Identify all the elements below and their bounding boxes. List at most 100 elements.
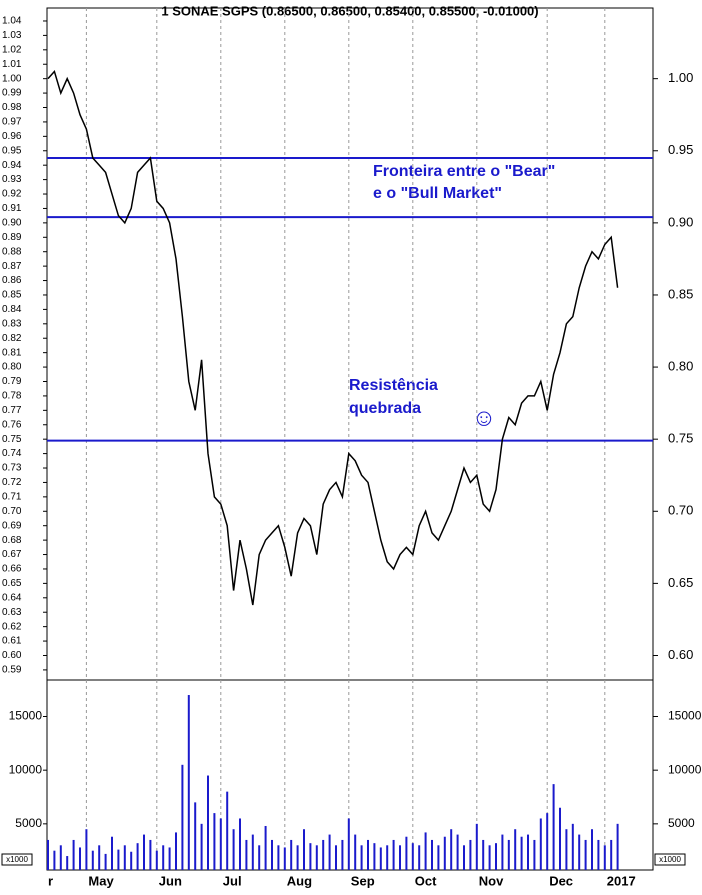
volume-bar: [264, 825, 267, 870]
volume-bar: [463, 845, 465, 870]
y-tick-label: 0.61: [2, 636, 22, 647]
volume-bar: [424, 832, 427, 870]
volume-bar: [379, 847, 382, 870]
y-tick-label: 0.78: [2, 391, 22, 402]
x-tick-label: 2017: [607, 873, 636, 888]
volume-bar: [527, 834, 529, 870]
volume-bar: [603, 845, 606, 870]
volume-bar: [341, 839, 344, 870]
volume-tick-label: 10000: [9, 762, 43, 776]
volume-bar: [117, 849, 120, 870]
y-tick-label: 0.72: [2, 477, 22, 488]
y-tick-label: 0.86: [2, 275, 22, 286]
y-tick-label: 1.00: [2, 73, 22, 84]
volume-bar: [59, 845, 62, 870]
volume-bar: [79, 847, 81, 870]
volume-bar: [591, 829, 593, 870]
volume-bar: [136, 843, 139, 870]
volume-bar: [72, 839, 75, 870]
volume-bar: [443, 836, 446, 870]
y2-tick-label: 0.95: [668, 142, 693, 157]
volume-bar: [405, 836, 408, 870]
volume-bar: [482, 839, 485, 870]
volume-bar: [181, 764, 184, 870]
volume-bar: [347, 818, 350, 870]
y-tick-label: 0.81: [2, 347, 22, 358]
annotation: e o "Bull Market": [373, 185, 502, 202]
volume-bar: [411, 843, 414, 870]
y-tick-label: 0.68: [2, 535, 22, 546]
y-tick-label: 0.99: [2, 88, 22, 99]
y-tick-label: 1.02: [2, 44, 22, 55]
volume-bar: [213, 813, 216, 870]
volume-bar: [66, 856, 69, 870]
volume-bar: [283, 847, 286, 870]
y-tick-label: 0.76: [2, 419, 22, 430]
volume-bar: [495, 843, 497, 870]
unit-box: [654, 853, 686, 866]
volume-bar: [175, 832, 177, 870]
volume-bar: [533, 839, 536, 870]
volume-bar: [271, 839, 273, 870]
volume-bar: [437, 845, 440, 870]
x-tick-label: r: [48, 873, 53, 888]
y-tick-label: 0.79: [2, 376, 22, 387]
volume-bar: [501, 834, 504, 870]
volume-tick-label: 15000: [668, 709, 702, 723]
volume-bar: [584, 839, 587, 870]
y-tick-label: 1.01: [2, 59, 22, 70]
volume-bar: [123, 845, 126, 870]
y-tick-label: 1.04: [2, 16, 22, 27]
x-tick-label: Jun: [159, 873, 182, 888]
x-tick-label: Jul: [223, 873, 242, 888]
volume-bar: [469, 839, 472, 870]
volume-bar: [610, 839, 613, 870]
volume-bar: [488, 845, 491, 870]
volume-bar: [162, 845, 165, 870]
y-tick-label: 0.80: [2, 362, 22, 373]
y-tick-label: 0.70: [2, 506, 22, 517]
volume-bar: [168, 847, 171, 870]
y-tick-label: 0.82: [2, 333, 22, 344]
volume-bar: [277, 845, 280, 870]
volume-bar: [239, 818, 241, 870]
volume-bar: [431, 839, 433, 870]
volume-bar: [328, 834, 331, 870]
volume-bar: [520, 836, 523, 870]
unit-box: [1, 853, 33, 866]
y2-tick-label: 0.75: [668, 431, 693, 446]
volume-bar: [616, 823, 619, 870]
volume-bar: [315, 845, 318, 870]
smiley: ☺: [472, 404, 497, 431]
unit-label: x1000: [6, 855, 28, 864]
volume-bar: [552, 784, 555, 870]
volume-bar: [392, 839, 395, 870]
volume-bar: [578, 834, 581, 870]
volume-bar: [91, 850, 94, 870]
y-tick-label: 0.91: [2, 203, 22, 214]
y-tick-label: 0.73: [2, 463, 22, 474]
y-tick-label: 0.66: [2, 564, 22, 575]
y-tick-label: 0.67: [2, 549, 22, 560]
x-tick-label: Nov: [479, 873, 504, 888]
volume-bar: [597, 839, 600, 870]
annotation: Fronteira entre o "Bear": [373, 163, 555, 180]
volume-bar: [226, 791, 229, 870]
volume-bar: [194, 802, 197, 870]
volume-bar: [47, 839, 49, 870]
volume-bar: [111, 836, 113, 870]
volume-bar: [130, 851, 133, 870]
y-tick-label: 0.59: [2, 665, 22, 676]
volume-tick-label: 10000: [668, 762, 702, 776]
y-tick-label: 0.71: [2, 491, 22, 502]
volume-bar: [187, 695, 190, 870]
y-tick-label: 0.89: [2, 232, 22, 243]
volume-bar: [546, 813, 549, 870]
volume-bar: [450, 829, 453, 870]
volume-bar: [258, 845, 261, 870]
volume-bar: [322, 839, 325, 870]
volume-bar: [232, 829, 235, 870]
volume-bar: [539, 818, 542, 870]
